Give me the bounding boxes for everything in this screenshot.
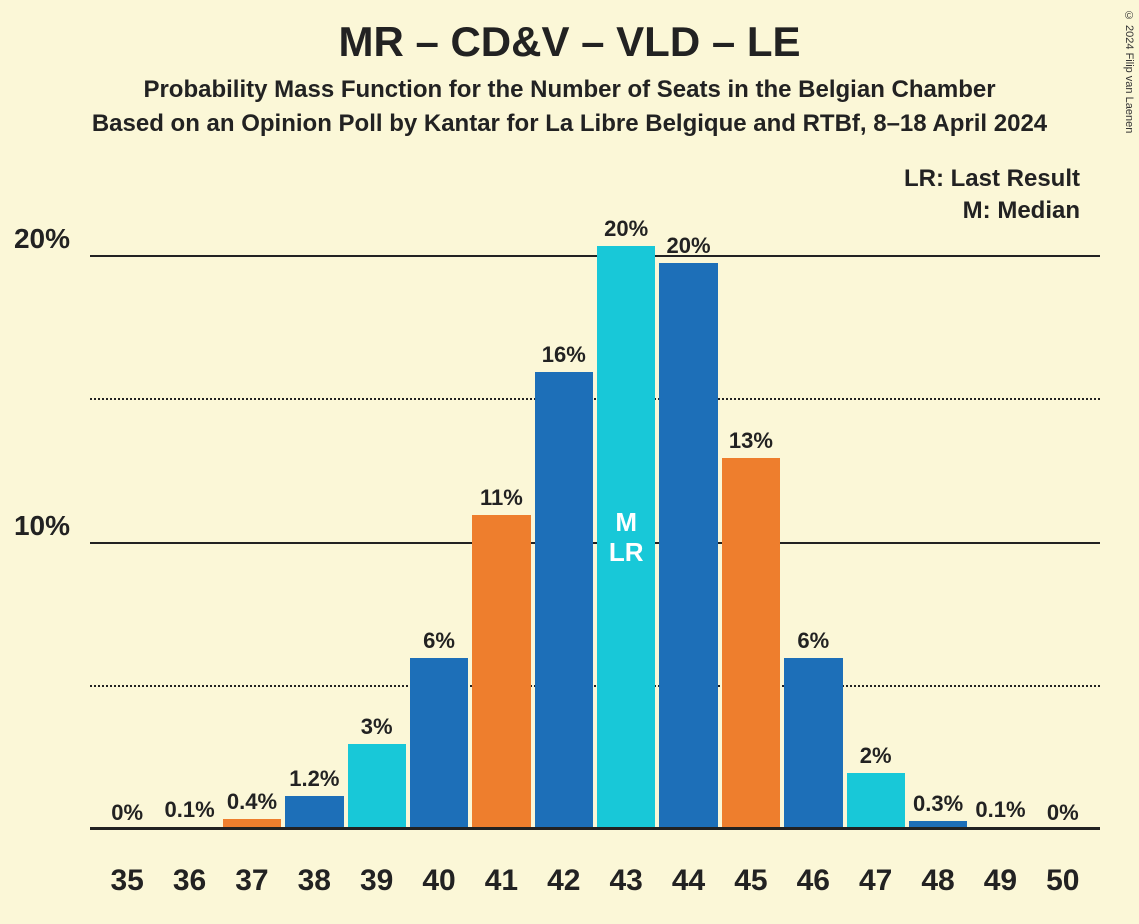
x-axis-tick-label: 36	[160, 864, 218, 898]
x-axis-labels: 35363738394041424344454647484950	[90, 864, 1100, 898]
x-axis-tick-label: 44	[659, 864, 717, 898]
x-axis-tick-label: 43	[597, 864, 655, 898]
bar-slot: 3%	[348, 744, 406, 830]
bar-value-label: 3%	[361, 714, 393, 740]
bar-inner-annotation: MLR	[609, 508, 644, 568]
x-axis-tick-label: 35	[98, 864, 156, 898]
bars-container: 0%0.1%0.4%1.2%3%6%11%16%20%MLR20%13%6%2%…	[90, 200, 1100, 830]
bar: 6%	[410, 658, 468, 830]
bar-value-label: 11%	[480, 485, 523, 511]
bar-value-label: 13%	[729, 428, 773, 454]
y-axis-tick-label: 10%	[0, 510, 70, 542]
bar-value-label: 6%	[423, 628, 455, 654]
bar: 11%	[472, 515, 530, 830]
copyright-text: © 2024 Filip van Laenen	[1123, 10, 1135, 133]
chart-area: LR: Last Result M: Median 20%10% 0%0.1%0…	[90, 200, 1100, 850]
bar-slot: 2%	[847, 773, 905, 830]
x-axis-baseline	[90, 827, 1100, 830]
bar-value-label: 20%	[667, 233, 711, 259]
bar-slot: 20%MLR	[597, 246, 655, 830]
bar: 3%	[348, 744, 406, 830]
bar-slot: 6%	[410, 658, 468, 830]
bar-value-label: 16%	[542, 342, 586, 368]
bar-slot: 16%	[535, 372, 593, 830]
x-axis-tick-label: 41	[472, 864, 530, 898]
bar: 20%MLR	[597, 246, 655, 830]
chart-title: MR – CD&V – VLD – LE	[0, 18, 1139, 66]
bar: 6%	[784, 658, 842, 830]
bar: 16%	[535, 372, 593, 830]
x-axis-tick-label: 49	[971, 864, 1029, 898]
x-axis-tick-label: 50	[1034, 864, 1092, 898]
x-axis-tick-label: 40	[410, 864, 468, 898]
bar-value-label: 0.4%	[227, 789, 277, 815]
bar-value-label: 1.2%	[289, 766, 339, 792]
bar-slot: 11%	[472, 515, 530, 830]
bar-slot: 20%	[659, 263, 717, 830]
chart-subtitle-2: Based on an Opinion Poll by Kantar for L…	[0, 110, 1139, 138]
bar-value-label: 0%	[1047, 800, 1079, 826]
x-axis-tick-label: 42	[535, 864, 593, 898]
title-block: MR – CD&V – VLD – LE Probability Mass Fu…	[0, 0, 1139, 138]
bar-slot: 6%	[784, 658, 842, 830]
x-axis-tick-label: 46	[784, 864, 842, 898]
x-axis-tick-label: 47	[847, 864, 905, 898]
chart-subtitle-1: Probability Mass Function for the Number…	[0, 76, 1139, 104]
x-axis-tick-label: 37	[223, 864, 281, 898]
bar-value-label: 20%	[604, 216, 648, 242]
x-axis-tick-label: 48	[909, 864, 967, 898]
bar: 2%	[847, 773, 905, 830]
bar-value-label: 6%	[797, 628, 829, 654]
legend-lr: LR: Last Result	[904, 165, 1080, 193]
bar-value-label: 0.3%	[913, 791, 963, 817]
bar: 13%	[722, 458, 780, 830]
bar: 1.2%	[285, 796, 343, 830]
bar-value-label: 0.1%	[975, 797, 1025, 823]
bar-value-label: 2%	[860, 743, 892, 769]
bar: 20%	[659, 263, 717, 830]
bar-value-label: 0.1%	[164, 797, 214, 823]
x-axis-tick-label: 38	[285, 864, 343, 898]
bar-slot: 1.2%	[285, 796, 343, 830]
bar-value-label: 0%	[111, 800, 143, 826]
y-axis-tick-label: 20%	[0, 223, 70, 255]
bar-slot: 13%	[722, 458, 780, 830]
x-axis-tick-label: 45	[722, 864, 780, 898]
x-axis-tick-label: 39	[348, 864, 406, 898]
